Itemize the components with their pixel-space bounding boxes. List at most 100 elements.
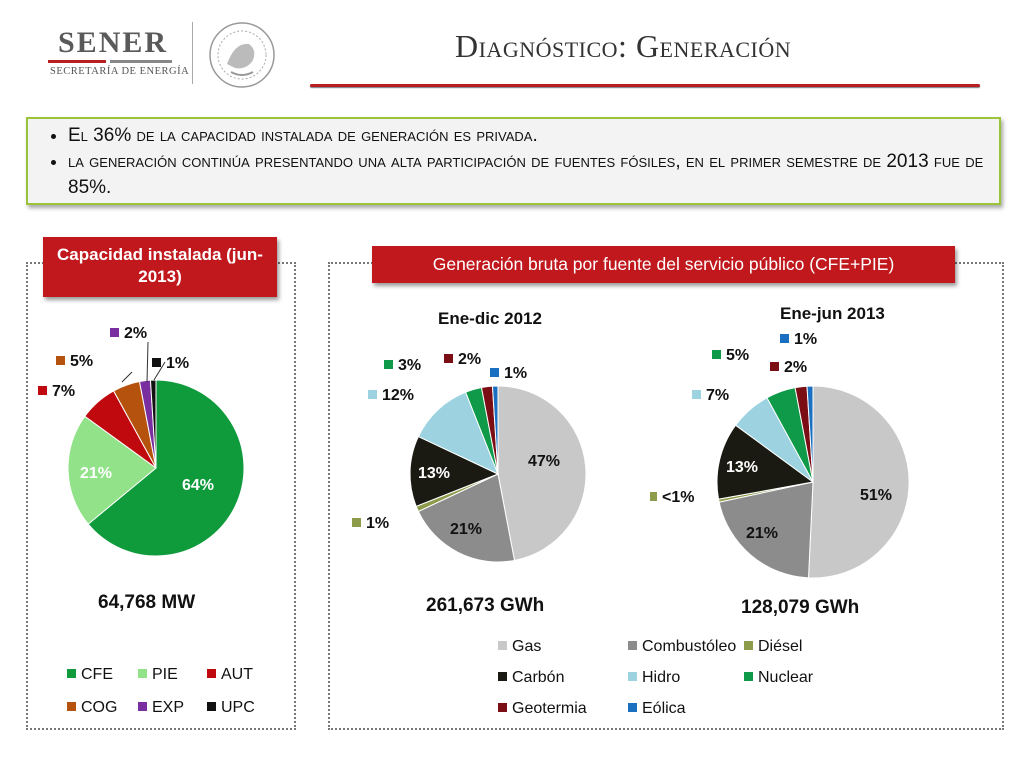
mexico-seal-icon: [209, 22, 275, 88]
legend-label: Carbón: [512, 669, 565, 686]
legend-item-gas: Gas: [498, 638, 541, 656]
pie-slice-gas: [497, 385, 587, 562]
pie-2013-subtitle: Ene-jun 2013: [780, 304, 885, 323]
summary-box: El 36% de la capacidad instalada de gene…: [26, 117, 1001, 205]
title-rule: [310, 84, 980, 87]
pie-2013-total: 128,079 GWh: [741, 597, 860, 618]
pie-label-combustoleo: 21%: [746, 525, 778, 542]
svg-text:2%: 2%: [784, 359, 807, 376]
legend-swatch: [207, 669, 216, 678]
legend-item-geotermia: Geotermia: [498, 700, 587, 718]
logo-bar-red: [48, 60, 106, 63]
pie-slice-pie: [67, 415, 157, 525]
generation-2013-pie-chart: 51% 21% <1% 13% 7% 5% 2% 1%: [650, 331, 910, 579]
pie-label-eolica: 1%: [490, 365, 527, 382]
legend-swatch: [628, 641, 637, 650]
pie-label-diesel: 1%: [352, 515, 389, 532]
pie-label-aut: 7%: [38, 383, 75, 400]
svg-text:21%: 21%: [80, 465, 112, 482]
pie-slice-carbon: [716, 424, 815, 500]
legend-item-eolica: Eólica: [628, 700, 686, 718]
pie-slice-eolica: [491, 385, 499, 475]
legend-label: Gas: [512, 638, 542, 655]
svg-text:64%: 64%: [182, 477, 214, 494]
svg-text:7%: 7%: [706, 387, 729, 404]
pie-slice-combustoleo: [417, 473, 516, 563]
logo-divider: [192, 22, 193, 84]
leader-line: [153, 361, 166, 381]
legend-swatch: [498, 672, 507, 681]
svg-text:1%: 1%: [504, 365, 527, 382]
legend-label: UPC: [221, 699, 255, 716]
pie-label-eolica: 1%: [780, 331, 817, 348]
legend-swatch: [138, 702, 147, 711]
legend-item-cog: COG: [67, 699, 117, 717]
legend-swatch: [744, 672, 753, 681]
svg-text:5%: 5%: [70, 353, 93, 370]
legend-swatch: [498, 641, 507, 650]
pie-label-geotermia: 2%: [444, 351, 481, 368]
svg-text:2%: 2%: [124, 325, 147, 342]
legend-label: AUT: [221, 666, 253, 683]
legend-label: Geotermia: [512, 700, 587, 717]
legend-label: Hidro: [642, 669, 681, 686]
legend-item-cfe: CFE: [67, 666, 113, 684]
pie-label-nuclear: 5%: [712, 347, 749, 364]
svg-text:13%: 13%: [418, 465, 450, 482]
svg-text:1%: 1%: [166, 355, 189, 372]
logo-bar-gray: [110, 60, 172, 63]
svg-text:13%: 13%: [726, 459, 758, 476]
pie-slice-upc: [149, 379, 157, 469]
svg-text:51%: 51%: [860, 487, 892, 504]
legend-item-upc: UPC: [207, 699, 255, 717]
generation-2012-pie-chart: 47% 21% 1% 13% 12% 3% 2% 1%: [352, 351, 587, 563]
legend-swatch: [67, 702, 76, 711]
pie-label-carbon: 13%: [418, 465, 450, 482]
legend-swatch: [628, 703, 637, 712]
legend-label: CFE: [81, 666, 113, 683]
pie-label-diesel: <1%: [650, 489, 694, 506]
legend-swatch: [498, 703, 507, 712]
bullet-fossil-share: la generación continúa presentando una a…: [68, 149, 989, 201]
legend-label: PIE: [152, 666, 178, 683]
pie-label-hidro: 7%: [692, 387, 729, 404]
legend-swatch: [207, 702, 216, 711]
pie-label-combustoleo: 21%: [450, 521, 482, 538]
legend-swatch: [67, 669, 76, 678]
legend-item-carbon: Carbón: [498, 669, 564, 687]
legend-item-combustoleo: Combustóleo: [628, 638, 736, 656]
legend-item-pie: PIE: [138, 666, 178, 684]
svg-text:1%: 1%: [794, 331, 817, 348]
logo-sener: SENER: [58, 26, 169, 59]
legend-label: EXP: [152, 699, 185, 716]
legend-item-nuclear: Nuclear: [744, 669, 813, 687]
legend-label: Combustóleo: [642, 638, 737, 655]
capacity-pie-chart: 64% 21% 7% 5% 2% 1%: [38, 325, 245, 557]
pie-slice-gas: [807, 385, 910, 579]
leader-line: [146, 341, 149, 383]
pie-slice-hidro: [417, 391, 499, 475]
pie-2012-subtitle: Ene-dic 2012: [438, 309, 542, 328]
svg-text:5%: 5%: [726, 347, 749, 364]
pie-2012-total: 261,673 GWh: [426, 595, 545, 616]
legend-label: Diésel: [758, 638, 803, 655]
legend-swatch: [138, 669, 147, 678]
pie-label-upc: 1%: [152, 355, 189, 372]
pie-label-exp: 2%: [110, 325, 147, 342]
generation-title: Generación bruta por fuente del servicio…: [372, 246, 955, 283]
pie-slice-combustoleo: [718, 481, 814, 579]
legend-label: Eólica: [642, 700, 686, 717]
page-title: Diagnóstico: Generación: [455, 28, 792, 64]
leader-line: [121, 371, 133, 383]
logo-subtitle: SECRETARÍA DE ENERGÍA: [50, 66, 190, 77]
legend-label: COG: [81, 699, 118, 716]
svg-text:1%: 1%: [366, 515, 389, 532]
legend-item-diesel: Diésel: [744, 638, 802, 656]
svg-text:21%: 21%: [450, 521, 482, 538]
svg-text:21%: 21%: [746, 525, 778, 542]
pie-label-carbon: 13%: [726, 459, 758, 476]
svg-text:12%: 12%: [382, 387, 414, 404]
pie-label-cfe: 64%: [182, 477, 214, 494]
legend-label: Nuclear: [758, 669, 814, 686]
svg-text:7%: 7%: [52, 383, 75, 400]
